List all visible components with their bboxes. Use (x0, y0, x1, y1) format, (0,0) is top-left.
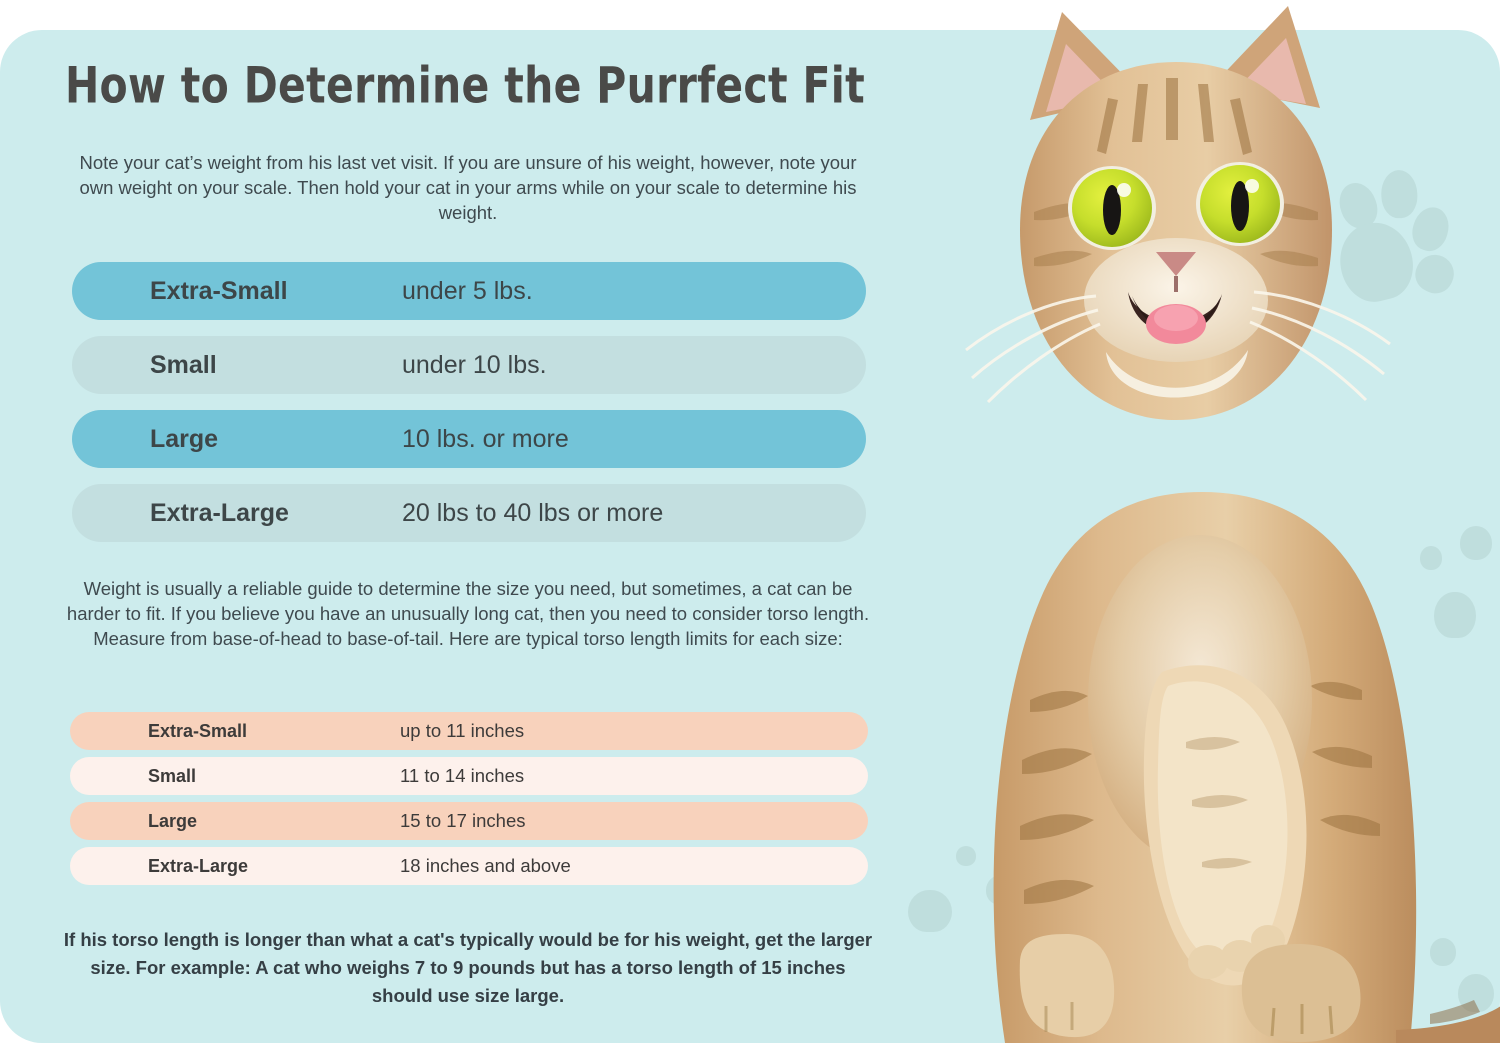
table-row: Large 15 to 17 inches (70, 802, 868, 840)
table-row: Extra-Large 20 lbs to 40 lbs or more (72, 484, 866, 542)
torso-intro-paragraph: Weight is usually a reliable guide to de… (66, 578, 870, 649)
content-column: How to Determine the Purrfect Fit Note y… (0, 30, 930, 1043)
size-value: 15 to 17 inches (400, 810, 526, 831)
table-row: Small under 10 lbs. (72, 336, 866, 394)
footer-note: If his torso length is longer than what … (63, 929, 873, 1006)
table-row: Extra-Small under 5 lbs. (72, 262, 866, 320)
size-label: Extra-Large (148, 855, 249, 876)
size-label: Small (148, 765, 197, 786)
size-value: 18 inches and above (400, 855, 571, 876)
table-row: Small 11 to 14 inches (70, 757, 868, 795)
size-value: 11 to 14 inches (400, 765, 525, 786)
intro-paragraph: Note your cat’s weight from his last vet… (79, 152, 857, 223)
size-label: Large (150, 424, 219, 453)
table-row: Extra-Small up to 11 inches (70, 712, 868, 750)
paw-print-icon (1424, 930, 1500, 1020)
table-row: Large 10 lbs. or more (72, 410, 866, 468)
infographic-card: How to Determine the Purrfect Fit Note y… (0, 30, 1500, 1043)
size-label: Large (148, 810, 198, 831)
size-label: Extra-Small (148, 720, 248, 741)
paw-print-icon (1404, 498, 1500, 638)
size-value: under 10 lbs. (402, 350, 547, 379)
size-label: Small (150, 350, 217, 379)
size-label: Extra-Small (150, 276, 288, 305)
weight-size-table: Extra-Small under 5 lbs. Small under 10 … (72, 262, 866, 558)
size-value: under 5 lbs. (402, 276, 533, 305)
size-value: up to 11 inches (400, 720, 525, 741)
torso-length-table: Extra-Small up to 11 inches Small 11 to … (70, 712, 868, 892)
paw-print-icon (1329, 154, 1500, 361)
page-title: How to Determine the Purrfect Fit (64, 56, 866, 115)
size-label: Extra-Large (150, 498, 289, 527)
size-value: 20 lbs to 40 lbs or more (402, 498, 664, 527)
table-row: Extra-Large 18 inches and above (70, 847, 868, 885)
size-value: 10 lbs. or more (402, 424, 569, 453)
